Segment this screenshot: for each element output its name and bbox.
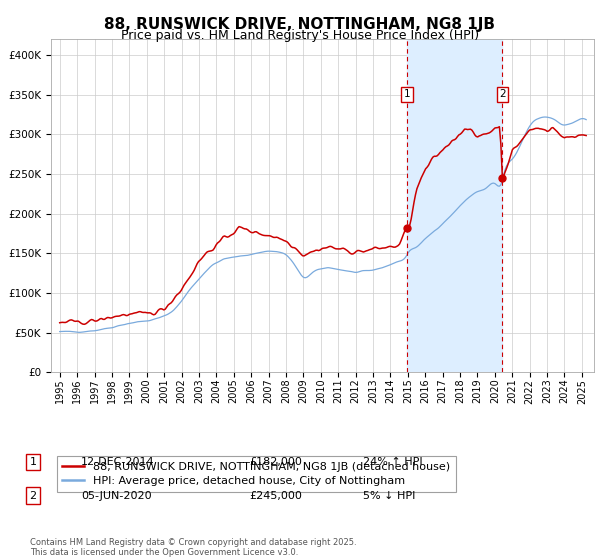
Bar	[407, 39, 502, 372]
Text: 2: 2	[499, 89, 506, 99]
Text: 5% ↓ HPI: 5% ↓ HPI	[363, 491, 415, 501]
Text: 05-JUN-2020: 05-JUN-2020	[81, 491, 152, 501]
Text: 1: 1	[29, 457, 37, 467]
Text: 2: 2	[29, 491, 37, 501]
Text: Price paid vs. HM Land Registry's House Price Index (HPI): Price paid vs. HM Land Registry's House …	[121, 29, 479, 42]
Legend: 88, RUNSWICK DRIVE, NOTTINGHAM, NG8 1JB (detached house), HPI: Average price, de: 88, RUNSWICK DRIVE, NOTTINGHAM, NG8 1JB …	[56, 456, 456, 492]
Text: £245,000: £245,000	[249, 491, 302, 501]
Text: 12-DEC-2014: 12-DEC-2014	[81, 457, 155, 467]
Text: £182,000: £182,000	[249, 457, 302, 467]
Text: 1: 1	[404, 89, 410, 99]
Text: 24% ↑ HPI: 24% ↑ HPI	[363, 457, 422, 467]
Text: Contains HM Land Registry data © Crown copyright and database right 2025.
This d: Contains HM Land Registry data © Crown c…	[30, 538, 356, 557]
Text: 88, RUNSWICK DRIVE, NOTTINGHAM, NG8 1JB: 88, RUNSWICK DRIVE, NOTTINGHAM, NG8 1JB	[104, 17, 496, 32]
